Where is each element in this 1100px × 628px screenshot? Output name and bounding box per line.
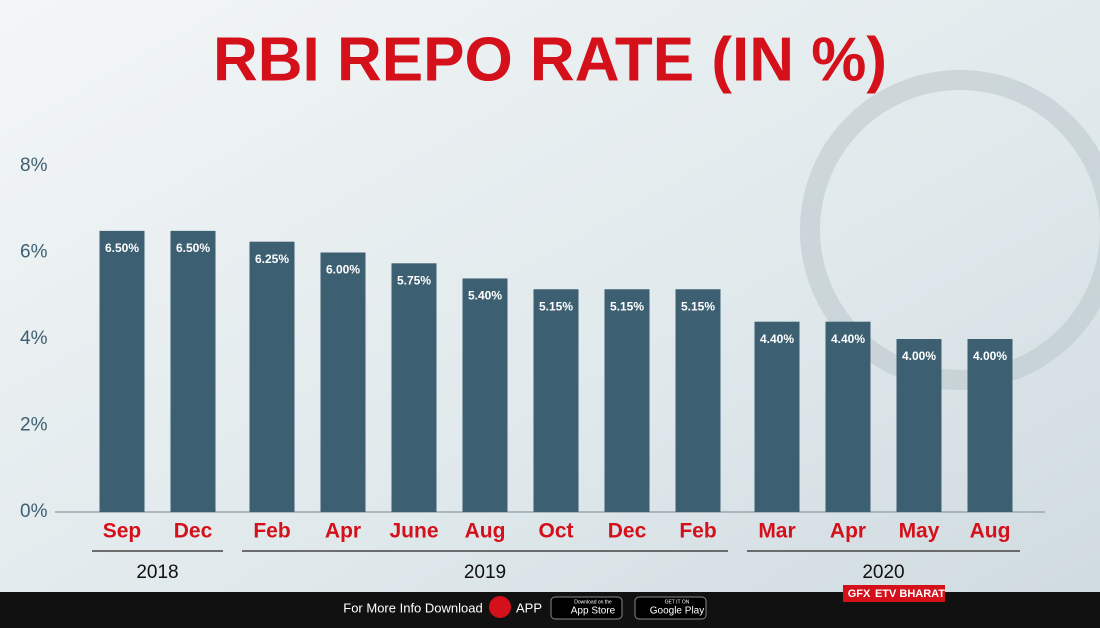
y-tick-label: 2% [20, 415, 48, 436]
bar [320, 252, 366, 512]
x-tick-label: Apr [830, 520, 866, 543]
value-label: 5.15% [539, 299, 573, 313]
bar [391, 263, 437, 512]
value-label: 5.40% [468, 289, 502, 303]
x-tick-label: June [389, 520, 438, 543]
footer-text: For More Info Download [343, 600, 482, 615]
bar [754, 321, 800, 512]
app-store-badge[interactable] [550, 596, 623, 620]
value-label: 6.00% [326, 263, 360, 277]
bar [533, 289, 579, 512]
watermark-seal [800, 70, 1100, 390]
value-label: 4.00% [973, 349, 1007, 363]
x-tick-label: Sep [103, 520, 142, 543]
x-tick-label: Oct [538, 520, 573, 543]
bar [170, 230, 216, 512]
y-tick-label: 8% [20, 155, 48, 176]
value-label: 4.40% [760, 332, 794, 346]
plot-area: 0% 2% 4% 6% 8% Sep 6.50% Dec 6.50% Feb 6.25% Apr 6.0… [20, 155, 1020, 583]
google-play-small: GET IT ON [665, 599, 690, 605]
brand-badge [843, 585, 945, 602]
year-label: 2019 [464, 562, 506, 583]
brand-name: ETV BHARAT [875, 588, 945, 600]
year-label: 2018 [136, 562, 178, 583]
value-label: 6.50% [176, 241, 210, 255]
value-label: 6.25% [255, 252, 289, 266]
x-tick-label: Aug [465, 520, 506, 543]
bar [825, 321, 871, 512]
x-tick-label: Dec [608, 520, 647, 543]
google-play-badge[interactable] [634, 596, 707, 620]
bar [462, 278, 508, 512]
app-store-label: App Store [571, 606, 616, 617]
bar [967, 339, 1013, 512]
etv-logo [489, 596, 511, 618]
x-tick-label: Mar [758, 520, 795, 543]
app-store-small: Download on the [574, 599, 612, 605]
value-label: 5.75% [397, 273, 431, 287]
year-label: 2020 [862, 562, 904, 583]
brand-gfx: GFX [848, 588, 871, 600]
y-tick-label: 0% [20, 501, 48, 522]
y-tick-label: 6% [20, 242, 48, 263]
x-tick-label: Apr [325, 520, 361, 543]
chart-title: RBI REPO RATE (IN %) [213, 25, 887, 94]
bar [99, 230, 145, 512]
bar [249, 241, 295, 512]
x-tick-label: Aug [970, 520, 1011, 543]
x-tick-label: Feb [679, 520, 716, 543]
value-label: 4.00% [902, 349, 936, 363]
footer-app: APP [516, 600, 542, 615]
x-tick-label: Dec [174, 520, 213, 543]
value-label: 4.40% [831, 332, 865, 346]
bar [675, 289, 721, 512]
value-label: 6.50% [105, 241, 139, 255]
y-tick-label: 4% [20, 328, 48, 349]
x-tick-label: May [899, 520, 940, 543]
google-play-label: Google Play [650, 606, 704, 617]
value-label: 5.15% [681, 299, 715, 313]
bar [896, 339, 942, 512]
value-label: 5.15% [610, 299, 644, 313]
bar [604, 289, 650, 512]
x-tick-label: Feb [253, 520, 290, 543]
